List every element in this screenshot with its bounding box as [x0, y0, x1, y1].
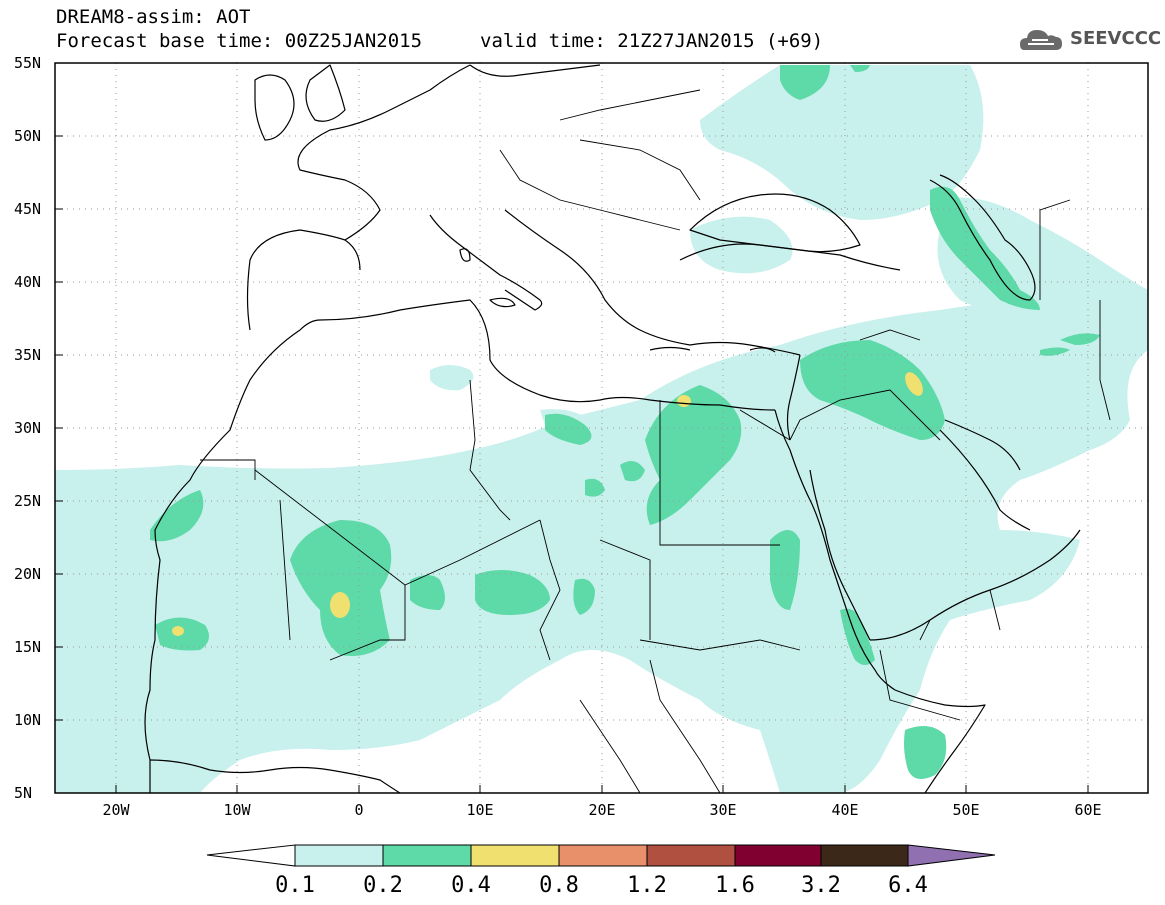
colorbar-segment: [734, 844, 822, 867]
lon-label: 20E: [588, 801, 616, 819]
lat-label: 55N: [14, 54, 42, 72]
lon-label: 20W: [102, 801, 130, 819]
lon-label: 30E: [709, 801, 737, 819]
borders: [200, 89, 1111, 793]
lon-label: 60E: [1074, 801, 1102, 819]
aot-level-0.4: [172, 372, 923, 636]
colorbar-label: 6.4: [888, 873, 928, 898]
colorbar: [206, 844, 996, 867]
colorbar-label: 3.2: [801, 873, 841, 898]
lat-label: 50N: [14, 127, 42, 145]
colorbar-segment: [646, 844, 736, 867]
colorbar-segment: [820, 844, 909, 867]
lat-label: 35N: [14, 346, 42, 364]
colorbar-low-arrow: [206, 844, 296, 867]
lon-label: 10W: [223, 801, 251, 819]
lat-label: 30N: [14, 419, 42, 437]
cloud-logo-icon: [1020, 30, 1062, 50]
lon-label: 0: [354, 801, 364, 819]
colorbar-label: 0.1: [275, 873, 315, 898]
lat-label: 45N: [14, 200, 42, 218]
forecast-base-time: Forecast base time: 00Z25JAN2015: [56, 30, 423, 52]
map-title: DREAM8-assim: AOT: [56, 6, 251, 28]
logo-text: SEEVCCC: [1070, 28, 1162, 49]
colorbar-segment: [382, 844, 472, 867]
lat-label: 20N: [14, 565, 42, 583]
colorbar-segment: [470, 844, 560, 867]
colorbar-label: 0.2: [363, 873, 403, 898]
colorbar-label: 0.8: [539, 873, 579, 898]
lat-label: 5N: [14, 784, 33, 802]
lon-label: 10E: [466, 801, 494, 819]
axis-ticks: [55, 62, 1089, 793]
coastlines: [144, 64, 1081, 793]
aot-level-0.2: [150, 65, 1100, 779]
colorbar-high-arrow: [907, 844, 996, 867]
colorbar-label: 1.2: [627, 873, 667, 898]
lat-label: 40N: [14, 273, 42, 291]
colorbar-label: 0.4: [451, 873, 491, 898]
colorbar-segment: [558, 844, 648, 867]
valid-time: valid time: 21Z27JAN2015 (+69): [480, 30, 824, 52]
lat-label: 15N: [14, 638, 42, 656]
colorbar-segment: [294, 844, 384, 867]
lon-label: 40E: [831, 801, 859, 819]
lat-label: 25N: [14, 492, 42, 510]
lat-label: 10N: [14, 711, 42, 729]
colorbar-label: 1.6: [715, 873, 755, 898]
lat-lon-grid: [55, 63, 1148, 793]
lon-label: 50E: [952, 801, 980, 819]
